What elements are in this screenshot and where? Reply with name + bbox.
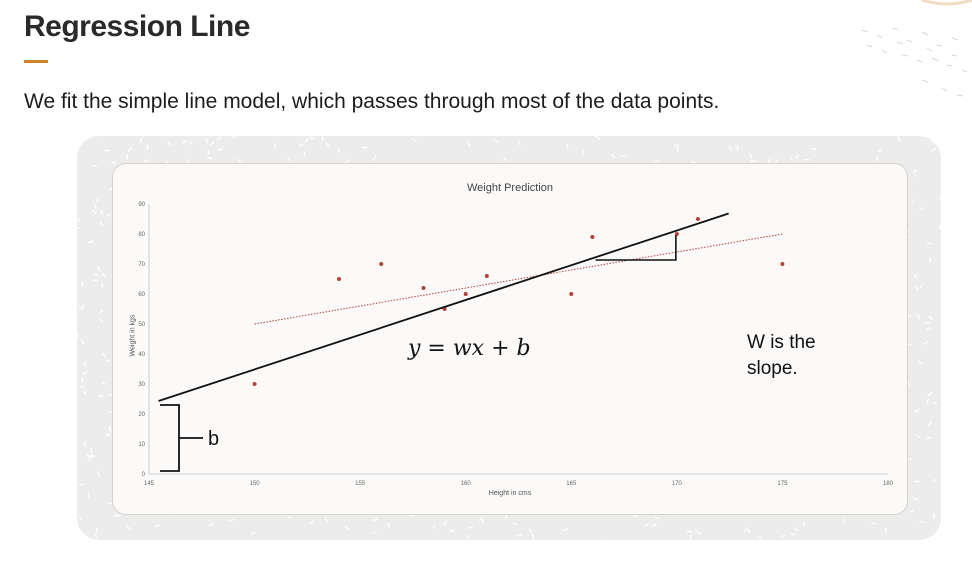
data-point — [674, 232, 679, 236]
y-tick-label: 20 — [138, 412, 145, 418]
x-tick-label: 165 — [566, 481, 577, 487]
data-point — [569, 292, 574, 296]
intercept-bracket — [160, 404, 203, 472]
slope-triangle — [595, 235, 677, 261]
y-tick-label: 60 — [138, 292, 145, 298]
x-tick-label: 155 — [355, 481, 366, 487]
y-tick-label: 30 — [138, 382, 145, 388]
data-point — [463, 292, 468, 296]
x-tick-label: 170 — [672, 481, 683, 487]
y-tick-label: 0 — [142, 472, 146, 478]
x-axis-label: Height in cms — [488, 490, 532, 497]
decorative-pattern — [861, 0, 972, 97]
data-point — [379, 262, 384, 266]
regression-line — [158, 212, 729, 402]
chart-title: Weight Prediction — [466, 182, 553, 194]
data-point — [337, 277, 342, 281]
data-point — [695, 217, 700, 221]
trendline — [254, 233, 783, 325]
slide-title: Regression Line — [24, 10, 250, 43]
regression-equation: y = wx + b — [408, 336, 531, 361]
slide-subtitle: We fit the simple line model, which pass… — [24, 90, 720, 113]
y-tick-label: 80 — [138, 232, 145, 238]
data-point — [252, 382, 257, 386]
y-tick-label: 50 — [138, 322, 145, 328]
data-point — [780, 262, 785, 266]
x-tick-label: 145 — [144, 481, 155, 487]
intercept-label: b — [208, 428, 220, 450]
x-tick-label: 150 — [250, 481, 261, 487]
data-point — [590, 235, 595, 239]
y-tick-label: 90 — [138, 202, 145, 208]
data-point — [484, 274, 489, 278]
y-tick-label: 40 — [138, 352, 145, 358]
y-tick-label: 70 — [138, 262, 145, 268]
data-point — [421, 286, 426, 290]
y-tick-label: 10 — [138, 442, 145, 448]
chart-plot: 0 10 20 30 40 50 60 70 80 90 145 150 155 160 165 170 175… — [138, 202, 894, 487]
title-accent-bar — [24, 60, 48, 63]
x-tick-label: 180 — [883, 481, 894, 487]
chart-card: Weight Prediction 0 10 20 30 40 50 60 70 80 90 145… — [112, 163, 908, 515]
slope-annotation: W is the slope. — [747, 332, 816, 379]
x-tick-label: 160 — [461, 481, 472, 487]
x-tick-label: 175 — [777, 481, 788, 487]
